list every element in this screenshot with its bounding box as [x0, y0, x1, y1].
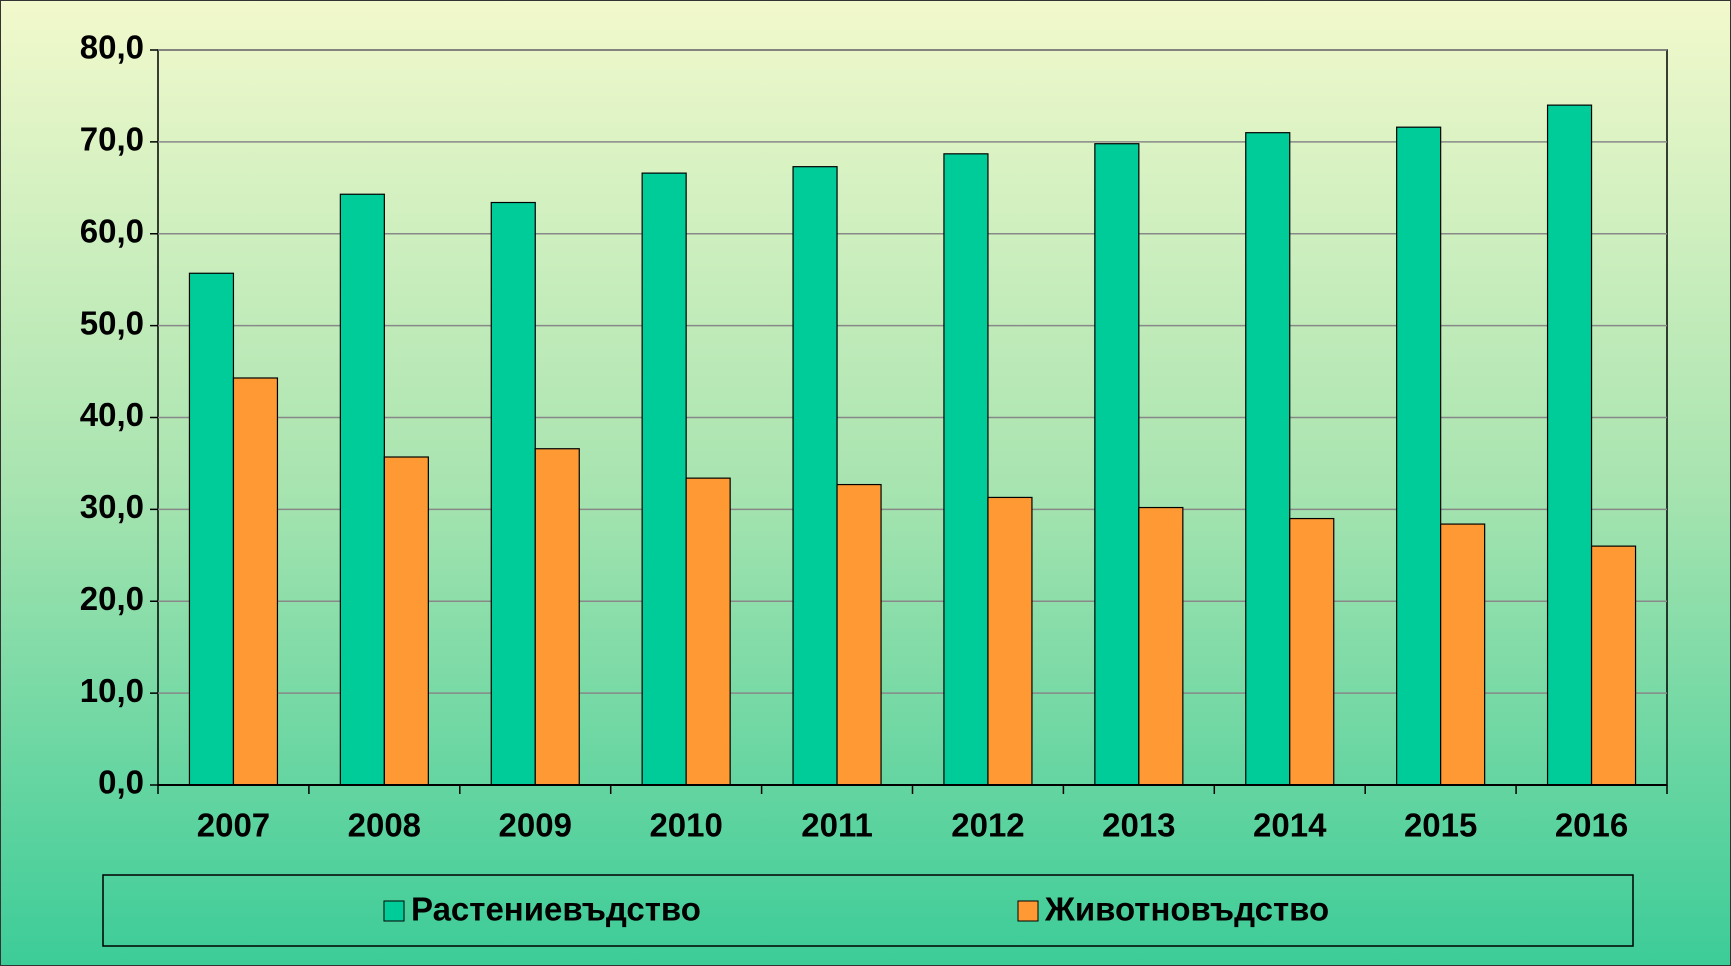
x-tick-label: 2010 [649, 807, 722, 844]
y-tick-label: 0,0 [98, 764, 144, 801]
legend-label: Растениевъдство [411, 891, 701, 928]
bar [490, 201, 536, 786]
x-tick-label: 2015 [1404, 807, 1477, 844]
bar [534, 448, 580, 786]
y-tick-label: 40,0 [80, 396, 144, 433]
bar [1590, 545, 1637, 786]
bar [339, 193, 385, 786]
legend-box [102, 874, 1634, 947]
y-tick-label: 80,0 [80, 29, 144, 66]
x-tick-label: 2012 [951, 807, 1024, 844]
x-tick-label: 2009 [499, 807, 572, 844]
y-tick-label: 70,0 [80, 121, 144, 158]
bar [836, 483, 882, 786]
legend-swatch [1017, 900, 1039, 922]
bar [1546, 104, 1593, 786]
bar [188, 272, 235, 786]
y-tick-label: 50,0 [80, 304, 144, 341]
bar [1245, 132, 1291, 786]
bar [1396, 126, 1442, 786]
bar [1094, 143, 1140, 786]
x-tick-label: 2007 [197, 807, 270, 844]
y-tick-label: 30,0 [80, 488, 144, 525]
x-tick-label: 2014 [1253, 807, 1327, 844]
bar [987, 496, 1033, 786]
x-tick-label: 2013 [1102, 807, 1175, 844]
y-tick-label: 60,0 [80, 212, 144, 249]
bar [792, 166, 838, 786]
legend-label: Животновъдство [1044, 891, 1329, 928]
bar [685, 477, 731, 786]
y-tick-label: 20,0 [80, 580, 144, 617]
bar [1440, 523, 1486, 786]
legend-swatch [383, 900, 405, 922]
bar [383, 456, 429, 786]
x-tick-label: 2008 [348, 807, 421, 844]
bar [641, 172, 687, 786]
bar [1138, 506, 1184, 786]
bar [943, 153, 989, 786]
bar [1289, 517, 1335, 786]
y-tick-label: 10,0 [80, 672, 144, 709]
bar [232, 377, 279, 786]
x-tick-label: 2011 [801, 807, 873, 844]
x-tick-label: 2016 [1555, 807, 1628, 844]
